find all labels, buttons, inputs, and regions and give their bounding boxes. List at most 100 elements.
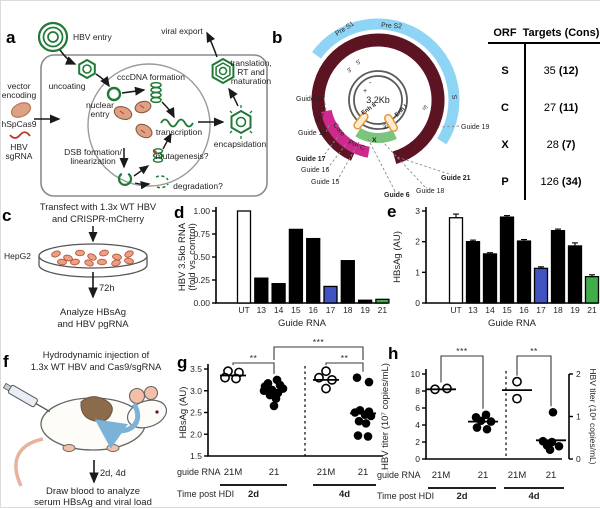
data-point-filled — [482, 424, 492, 434]
x-category-label: 21 — [378, 305, 388, 315]
y-tick-label: 0 — [415, 298, 420, 308]
vector-label-1: vector — [7, 81, 30, 91]
x-category-label: 18 — [343, 305, 353, 315]
nuclear-entry-label-2: entry — [91, 109, 111, 119]
x-category-label: 16 — [519, 305, 529, 315]
orf-targets: 126 (34) — [522, 176, 600, 188]
targets-count: 35 — [543, 64, 556, 77]
data-point-filled — [554, 441, 564, 451]
time-label: 4d — [528, 491, 539, 502]
y-tick-label: 1.5 — [190, 451, 202, 461]
guide-16-label: Guide 16 — [301, 167, 330, 174]
y-tick-label: 4 — [415, 420, 420, 430]
time-row-title: Time post HDI — [177, 489, 234, 499]
right-y-tick-label: 0 — [576, 454, 581, 464]
mutated-dna-icon — [152, 148, 164, 163]
bar-18 — [340, 260, 355, 304]
bar-17 — [323, 285, 338, 304]
viral-export-arrow — [206, 31, 218, 58]
panel-a-hbv-lifecycle: HBV entry uncoating cccDNA formation nuc… — [2, 21, 272, 197]
guide-rna-row-title: guide RNA — [377, 470, 421, 480]
guide-rna-group-label: 21 — [269, 467, 280, 478]
rcdna-blobs — [113, 100, 153, 139]
guide-6-label: Guide 6 — [384, 192, 410, 199]
arrow — [228, 87, 239, 107]
cas9-label: hSpCas9 — [2, 119, 37, 129]
y-axis-label: HBsAg (AU) — [178, 387, 189, 439]
hbv-virion-icon — [37, 21, 69, 53]
bar-21 — [584, 275, 600, 304]
guide-leader-lines — [321, 97, 460, 192]
entry-arrow — [59, 49, 77, 65]
panel-label-e: e — [387, 202, 397, 221]
panel-b-genome-map: 3.2Kb Enh II Enh I 3' 5' + - 3' 5' Pre S… — [296, 18, 490, 199]
bar-17 — [533, 267, 549, 304]
data-point-filled — [481, 410, 491, 420]
data-point-open — [321, 366, 331, 377]
significance-bracket — [516, 355, 552, 407]
mutagenesis-label: mutagenesis? — [156, 151, 209, 161]
time-row-title: Time post HDI — [377, 491, 434, 501]
bar-19 — [357, 299, 373, 304]
nuclear-entry-label-1: nuclear — [86, 100, 114, 110]
y-tick-label: 3.0 — [190, 386, 202, 396]
significance-bracket — [440, 355, 484, 409]
x-category-label: UT — [238, 305, 249, 315]
significance-bracket — [232, 362, 275, 374]
hepg2-cells — [51, 249, 134, 267]
panel-c-title-1: Transfect with 1.3x WT HBV — [40, 202, 157, 212]
y-axis-label: HBV 3.5kb RNA — [177, 222, 188, 291]
targets-count: 126 — [540, 175, 559, 188]
time-label: 2d — [456, 491, 467, 502]
transcript-squiggle — [160, 118, 194, 128]
guide-rna-group-label: 21M — [317, 467, 336, 478]
y-axis-label: HBV titer (10⁷ copies/mL) — [380, 363, 391, 470]
enhancer-2-box — [353, 112, 369, 130]
targets-count: 27 — [543, 101, 557, 114]
bar-21 — [375, 298, 390, 304]
y-tick-label: 3.5 — [190, 364, 202, 374]
data-point-open — [512, 376, 522, 387]
time-label: 4d — [339, 489, 350, 500]
arrow — [121, 86, 146, 96]
x-category-label: 16 — [308, 305, 318, 315]
x-category-label: 15 — [291, 305, 301, 315]
y-tick-label: 0.25 — [193, 275, 210, 285]
degradation-label: degradation? — [173, 181, 223, 191]
arrow — [134, 181, 151, 190]
transcription-label: transcription — [156, 127, 203, 137]
data-point-filled — [269, 401, 279, 411]
arrow — [133, 165, 150, 177]
y-tick-label: 0.00 — [193, 298, 210, 308]
liver — [80, 396, 113, 422]
guide-18-label: Guide 18 — [416, 188, 445, 195]
x-category-label: 17 — [326, 305, 336, 315]
bar-15 — [288, 228, 304, 304]
vector-label-2: encoding — [2, 90, 37, 100]
x-category-label: 13 — [468, 305, 478, 315]
mouse-ear — [143, 385, 159, 401]
minus-strand-label: - — [369, 80, 372, 87]
time-label: 2d — [248, 489, 259, 500]
significance-label: ** — [250, 353, 258, 363]
bar-14 — [482, 253, 498, 304]
bar-16 — [306, 237, 321, 304]
incubation-time-label: 72h — [99, 283, 115, 293]
guide-rna-group-label: 21 — [546, 470, 557, 481]
data-point-open — [231, 373, 241, 384]
mouse-illustration — [2, 382, 168, 487]
bar-13 — [465, 241, 481, 304]
sgrna-icon — [9, 131, 31, 139]
panel-c-analyze-1: Analyze HBsAg — [60, 307, 126, 318]
minichromosome-icon — [150, 81, 162, 104]
guide-14-label: Guide 14 — [296, 96, 325, 103]
data-point-filled — [353, 431, 363, 440]
significance-bracket — [325, 362, 364, 372]
mature-virion-icon — [211, 57, 235, 85]
translation-label-2: RT and — [237, 67, 265, 77]
y-tick-label: 3 — [415, 206, 420, 216]
data-point-filled — [545, 445, 555, 454]
dna-strand-outer — [348, 70, 408, 130]
guide-rna-group-label: 21 — [358, 467, 369, 478]
bar-UT — [448, 217, 464, 304]
